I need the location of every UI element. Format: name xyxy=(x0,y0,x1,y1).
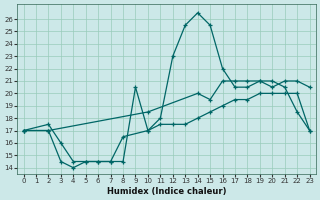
X-axis label: Humidex (Indice chaleur): Humidex (Indice chaleur) xyxy=(107,187,226,196)
